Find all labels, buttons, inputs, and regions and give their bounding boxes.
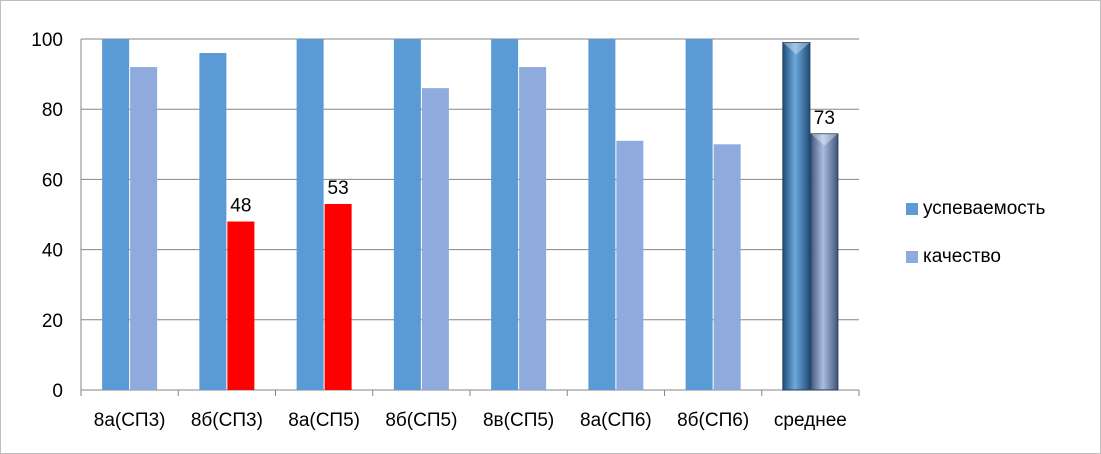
- bar-kachestvo: [713, 144, 741, 390]
- bar-kachestvo: [130, 67, 158, 390]
- bar-kachestvo: [616, 140, 644, 390]
- data-label: 73: [814, 108, 835, 129]
- y-tick-label: 80: [42, 100, 63, 121]
- x-tick-label: 8б(СП6): [677, 410, 749, 431]
- x-tick-label: 8а(СП6): [580, 410, 652, 431]
- bar-uspevaemost: [588, 39, 616, 390]
- bar-uspevaemost: [491, 39, 519, 390]
- y-tick-label: 20: [42, 311, 63, 332]
- bar-uspevaemost: [393, 39, 421, 390]
- x-tick-label: 8а(СП3): [94, 410, 166, 431]
- bar-uspevaemost: [685, 39, 713, 390]
- x-tick-label: 8в(СП5): [483, 410, 554, 431]
- bar-kachestvo: [421, 88, 449, 390]
- bar-kachestvo: [324, 203, 352, 390]
- bar-uspevaemost: [782, 42, 811, 391]
- bar-kachestvo: [519, 67, 547, 390]
- y-tick-label: 40: [42, 241, 63, 262]
- bar-uspevaemost: [296, 39, 324, 390]
- bar-bevel: [810, 133, 838, 146]
- data-label: 53: [328, 178, 349, 199]
- legend-label: качество: [923, 246, 1001, 267]
- legend-swatch: [906, 251, 918, 263]
- y-tick-label: 60: [42, 170, 63, 191]
- bar-uspevaemost: [102, 39, 130, 390]
- bar-kachestvo: [227, 221, 255, 390]
- bar-kachestvo: [810, 133, 839, 391]
- x-tick-label: 8б(СП3): [191, 410, 263, 431]
- data-label: 48: [230, 196, 251, 217]
- x-tick-label: среднее: [774, 410, 847, 431]
- bar-uspevaemost: [199, 53, 227, 390]
- y-tick-label: 100: [31, 30, 63, 51]
- x-tick-label: 8а(СП5): [288, 410, 360, 431]
- legend-item-uspevaemost: успеваемость: [906, 197, 1045, 221]
- legend-swatch: [906, 203, 918, 215]
- bar-bevel: [782, 42, 810, 55]
- y-tick-label: 0: [52, 381, 63, 402]
- legend-item-kachestvo: качество: [906, 245, 1045, 269]
- x-tick-label: 8б(СП5): [385, 410, 457, 431]
- legend-label: успеваемость: [923, 198, 1046, 219]
- legend: успеваемость качество: [906, 197, 1045, 293]
